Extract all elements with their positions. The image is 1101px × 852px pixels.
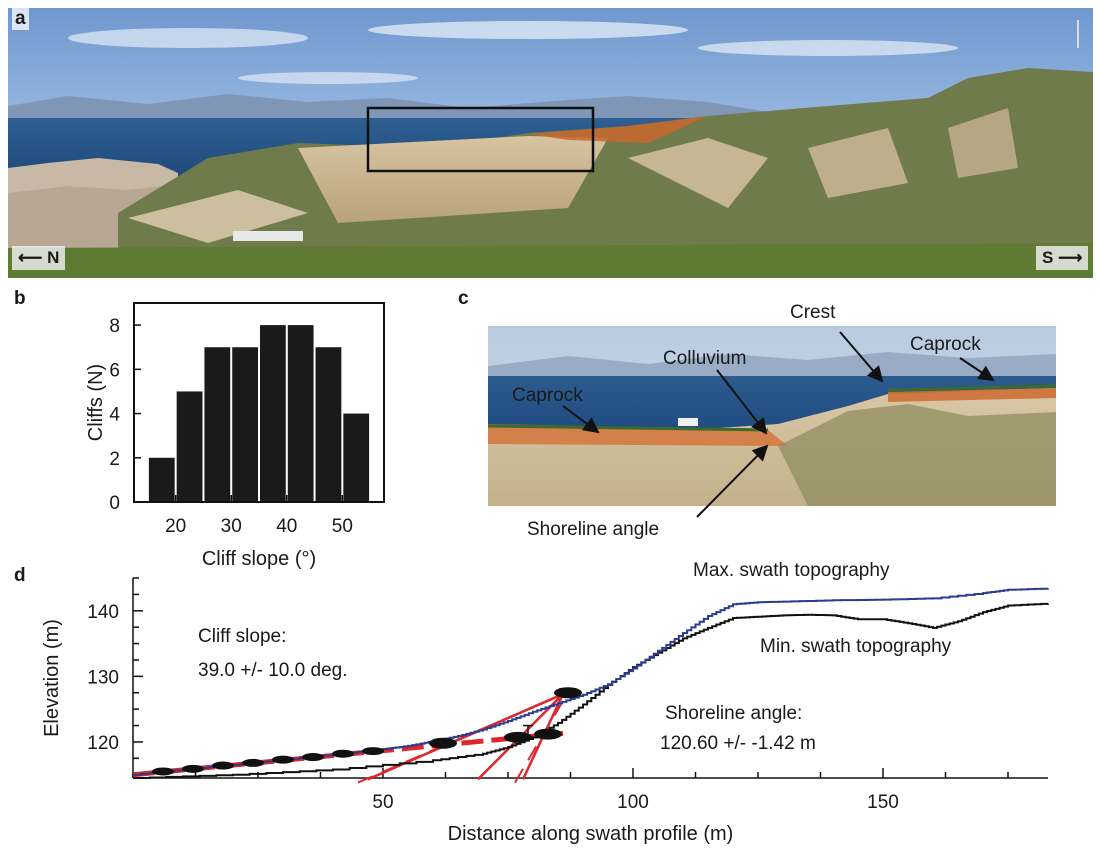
- panel-letter-a: a: [12, 8, 29, 30]
- panel-letter-c: c: [458, 288, 469, 309]
- x-axis-label: Distance along swath profile (m): [448, 823, 734, 845]
- histogram-bar: [260, 325, 286, 502]
- min-topo-annotation: Min. swath topography: [760, 636, 952, 657]
- histogram-bar: [204, 347, 231, 502]
- x-tick-label: 30: [221, 516, 242, 537]
- x-tick-label: 40: [276, 516, 297, 537]
- south-label: S: [1042, 248, 1054, 267]
- histogram-bar: [287, 325, 314, 502]
- arrow-right-icon: ⟶: [1058, 248, 1083, 267]
- platform-point: [152, 767, 174, 776]
- cliff-fit-dashed-line: [514, 693, 568, 784]
- detail-box: [366, 106, 595, 173]
- x-axis-label: Cliff slope (°): [202, 548, 316, 570]
- shoreline-angle-value: 120.60 +/- -1.42 m: [660, 733, 816, 754]
- cliff-fit-dashed-line: [357, 693, 564, 784]
- y-tick-label: 0: [109, 493, 120, 514]
- x-tick-label: 50: [332, 516, 353, 537]
- histogram-bar: [148, 457, 175, 502]
- cliff-slope-title: Cliff slope:: [198, 626, 287, 647]
- cliff-slope-value: 39.0 +/- 10.0 deg.: [198, 660, 348, 681]
- platform-point: [302, 753, 324, 762]
- max-topo-annotation: Max. swath topography: [693, 560, 890, 581]
- platform-point: [332, 749, 354, 758]
- y-tick-label: 130: [87, 667, 119, 688]
- y-tick-label: 6: [109, 360, 120, 381]
- x-tick-label: 20: [165, 516, 186, 537]
- intersection-point: [504, 731, 532, 743]
- platform-point: [272, 755, 294, 764]
- platform-point: [182, 764, 204, 773]
- histogram-bar: [176, 391, 203, 502]
- platform-point: [212, 761, 234, 770]
- arrow-left-icon: ⟵: [18, 248, 43, 267]
- y-tick-label: 8: [109, 316, 120, 337]
- intersection-point: [534, 728, 562, 740]
- detail-photo: [488, 326, 1056, 506]
- panel-letter-b: b: [14, 288, 26, 309]
- panel-letter-d: d: [14, 565, 26, 586]
- histogram-bar: [343, 413, 370, 502]
- histogram-bar: [232, 347, 258, 502]
- intersection-point: [429, 737, 457, 749]
- panorama-illustration: [8, 8, 1093, 278]
- y-axis-label: Elevation (m): [41, 619, 63, 737]
- y-tick-label: 140: [87, 602, 119, 623]
- plot-frame: [133, 302, 385, 503]
- platform-point: [242, 758, 264, 767]
- histogram-bar: [315, 347, 342, 502]
- x-tick-label: 50: [372, 792, 393, 813]
- south-direction-badge: S ⟶: [1036, 246, 1089, 270]
- max-topography-line: [133, 587, 1049, 776]
- colluvium-label: Colluvium: [663, 348, 747, 369]
- north-direction-badge: ⟵ N: [12, 246, 66, 270]
- intersection-point: [554, 687, 582, 699]
- min-topography-line: [133, 602, 1049, 779]
- panorama-photo: [8, 8, 1093, 278]
- caprock-left-label: Caprock: [512, 385, 583, 406]
- north-label: N: [47, 248, 60, 267]
- crest-label: Crest: [790, 302, 836, 323]
- detail-illustration: [488, 326, 1056, 506]
- x-tick-label: 150: [867, 792, 899, 813]
- swath-profile-chart: 120 130 140 50 100 150 Distance along swath pr…: [41, 577, 1049, 845]
- cliff-slope-histogram: 0 2 4 6 8 20 30 40 50 Cliff slope (°) Cliffs (N): [85, 302, 385, 570]
- shoreline-angle-title: Shoreline angle:: [665, 703, 803, 724]
- x-tick-label: 100: [617, 792, 649, 813]
- platform-point: [362, 747, 384, 756]
- y-tick-label: 2: [109, 449, 120, 470]
- y-tick-label: 120: [87, 733, 119, 754]
- caprock-right-label: Caprock: [910, 334, 981, 355]
- shoreline-angle-label: Shoreline angle: [527, 519, 660, 540]
- y-axis-label: Cliffs (N): [85, 364, 107, 441]
- y-tick-label: 4: [109, 405, 120, 426]
